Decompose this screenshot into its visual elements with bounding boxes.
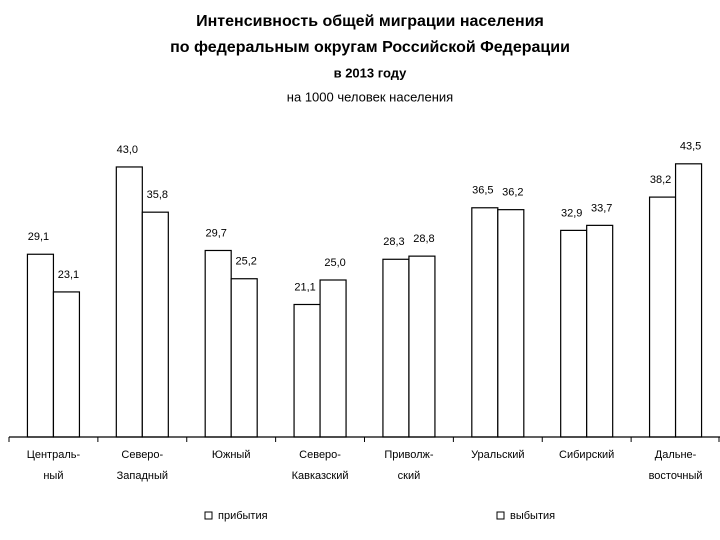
chart-title: Интенсивность общей миграции населения <box>196 13 544 30</box>
x-tick-label: Централь- <box>27 449 81 461</box>
value-label: 33,7 <box>591 202 612 214</box>
x-tick-label: Южный <box>212 449 251 461</box>
bar <box>141 211 169 438</box>
value-label: 36,2 <box>502 187 523 199</box>
bar <box>293 303 321 438</box>
legend-label: выбытия <box>510 510 555 522</box>
value-label: 28,3 <box>383 236 404 248</box>
x-tick-label: Дальне- <box>655 449 697 461</box>
chart-title: по федеральным округам Российской Федера… <box>170 39 570 56</box>
value-label: 25,0 <box>324 257 345 269</box>
value-label: 25,2 <box>235 256 256 268</box>
value-label: 43,5 <box>680 141 701 153</box>
x-tick-label: Северо- <box>121 449 163 461</box>
value-label: 23,1 <box>58 269 79 281</box>
x-tick-label: Уральский <box>471 449 524 461</box>
value-label: 28,8 <box>413 233 434 245</box>
value-label: 43,0 <box>117 144 138 156</box>
legend-label: прибытия <box>218 510 268 522</box>
bar <box>382 258 410 438</box>
x-tick-label: Западный <box>117 470 168 482</box>
x-tick-label: Сибирский <box>559 449 614 461</box>
legend-swatch <box>204 511 213 520</box>
bar <box>586 224 614 438</box>
x-tick-label: восточный <box>649 470 703 482</box>
chart-subtitle: на 1000 человек населения <box>287 89 453 104</box>
bar <box>471 207 499 438</box>
value-label: 29,7 <box>205 227 226 239</box>
value-label: 38,2 <box>650 174 671 186</box>
bar <box>52 291 81 438</box>
x-tick-label: Приволж- <box>384 449 434 461</box>
legend-swatch <box>496 511 505 520</box>
bar <box>497 209 525 438</box>
value-label: 32,9 <box>561 207 582 219</box>
value-label: 35,8 <box>147 189 168 201</box>
bar <box>230 278 258 438</box>
bar <box>648 196 677 438</box>
bar <box>319 279 347 438</box>
bar <box>26 253 55 438</box>
x-tick-label: Кавказский <box>292 470 349 482</box>
bar <box>408 255 436 438</box>
x-tick-label: ский <box>398 470 421 482</box>
value-label: 29,1 <box>28 231 49 243</box>
x-tick-label: ный <box>43 470 63 482</box>
bar <box>560 229 588 438</box>
value-label: 36,5 <box>472 185 493 197</box>
value-label: 21,1 <box>294 281 315 293</box>
chart-title: в 2013 году <box>334 65 408 80</box>
bar <box>674 163 703 438</box>
bar <box>115 166 143 438</box>
bar <box>204 249 232 438</box>
x-tick-label: Северо- <box>299 449 341 461</box>
